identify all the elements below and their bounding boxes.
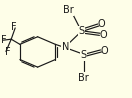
Text: O: O — [99, 30, 107, 40]
Text: F: F — [1, 35, 7, 45]
Text: F: F — [5, 47, 10, 57]
Text: Br: Br — [63, 5, 73, 15]
Text: O: O — [98, 19, 105, 29]
Text: Br: Br — [78, 73, 89, 83]
Text: F: F — [11, 22, 17, 32]
Text: N: N — [62, 42, 69, 52]
Text: S: S — [81, 50, 87, 60]
Text: S: S — [78, 26, 84, 36]
Text: O: O — [100, 46, 108, 56]
